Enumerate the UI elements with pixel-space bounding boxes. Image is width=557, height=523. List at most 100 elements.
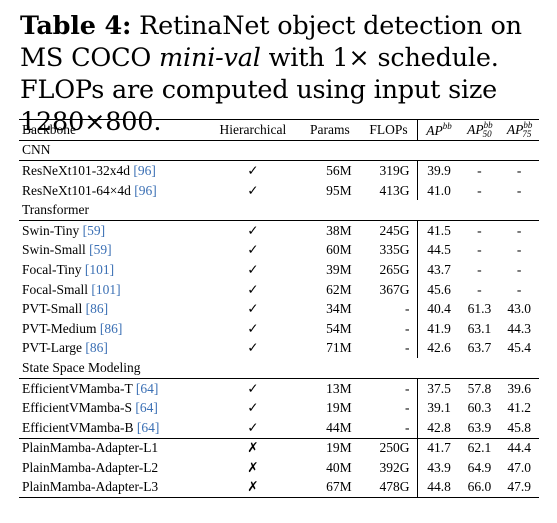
citation-link[interactable]: [86] — [85, 340, 108, 356]
table-row: EfficientVMamba-B [64] ✓ 44M -42.8 63.9 45.8 — [19, 417, 539, 438]
cell-ap50: - — [477, 222, 482, 238]
cell-params: 39M — [326, 261, 352, 277]
cell-hierarchical: ✓ — [247, 182, 259, 198]
caption-text-b: with 1× schedule. FLOPs are computed usi… — [20, 43, 499, 137]
cell-backbone: PlainMamba-Adapter-L2 — [19, 458, 206, 478]
citation-link[interactable]: [96] — [133, 162, 156, 178]
cell-ap75: 41.2 — [507, 400, 531, 416]
cell-ap50: 60.3 — [467, 400, 492, 416]
table-row: EfficientVMamba-S [64] ✓ 19M -39.1 60.3 41.2 — [19, 398, 539, 418]
cell-hierarchical: ✗ — [247, 459, 259, 475]
cell-ap50: 62.1 — [459, 437, 500, 459]
cell-flops: - — [404, 419, 410, 435]
cell-backbone: Swin-Tiny [59] — [19, 220, 206, 240]
backbone-name: PVT-Small — [22, 301, 86, 317]
table-row: PlainMamba-Adapter-L1 ✗ 19M 250G 41.7 62.1 44.… — [19, 437, 539, 459]
cell-ap: 41.7 — [417, 437, 460, 459]
cell-ap: 39.1 — [417, 398, 460, 418]
cell-ap50: - — [477, 261, 482, 277]
cell-ap: 41.5 — [417, 220, 460, 241]
cell-ap75: 44.4 — [499, 437, 539, 459]
cell-ap: 42.8 — [417, 417, 460, 438]
cell-ap75: 47.9 — [499, 477, 539, 499]
cell-backbone: EfficientVMamba-S [64] — [19, 398, 206, 418]
cell-ap: 44.5 — [417, 240, 460, 261]
table-row: PVT-Medium [86] ✓ 54M -41.9 63.1 44.3 — [19, 318, 539, 339]
backbone-name: Swin-Tiny — [22, 222, 83, 238]
cell-flops: - — [404, 320, 410, 336]
backbone-name: PlainMamba-Adapter-L2 — [22, 459, 159, 475]
cell-ap50: 64.9 — [467, 459, 492, 475]
cell-flops: 478G — [359, 477, 418, 499]
citation-link[interactable]: [96] — [134, 182, 157, 198]
cell-flops: 265G — [379, 261, 410, 277]
caption-label: Table 4: — [20, 11, 132, 41]
citation-link[interactable]: [59] — [89, 242, 112, 258]
cell-params: 34M — [326, 301, 352, 317]
group-row: Transformer — [19, 200, 539, 221]
backbone-name: PVT-Medium — [22, 320, 100, 336]
cell-params: 56M — [326, 162, 352, 178]
cell-backbone: PlainMamba-Adapter-L3 — [19, 477, 206, 499]
table-row: PVT-Small [86] ✓ 34M -40.4 61.3 43.0 — [19, 299, 539, 319]
cell-hierarchical: ✗ — [205, 437, 301, 459]
cell-hierarchical: ✓ — [247, 301, 259, 317]
cell-ap75: 45.8 — [507, 419, 531, 435]
header-row: Backbone Hierarchical Params FLOPs APbb … — [19, 119, 539, 141]
citation-link[interactable]: [86] — [99, 320, 123, 336]
cell-hierarchical: ✓ — [247, 340, 259, 356]
backbone-name: Swin-Small — [22, 242, 90, 258]
citation-link[interactable]: [64] — [136, 419, 160, 435]
cell-ap: 41.0 — [417, 180, 460, 201]
cell-ap: 40.4 — [417, 299, 460, 319]
citation-link[interactable]: [101] — [91, 281, 121, 297]
table-body: CNN ResNeXt101-32x4d [96] ✓ 56M 319G 39.9- - Re… — [19, 140, 539, 499]
header-ap75: APbb75 — [506, 120, 533, 140]
results-table: Backbone Hierarchical Params FLOPs APbb … — [19, 119, 539, 499]
cell-flops: 250G — [359, 437, 418, 459]
citation-link[interactable]: [64] — [135, 380, 159, 396]
citation-link[interactable]: [101] — [84, 261, 115, 277]
cell-hierarchical: ✓ — [247, 400, 259, 416]
cell-backbone: Focal-Tiny [101] — [19, 260, 206, 280]
cell-flops: 392G — [379, 459, 410, 475]
table-row: ResNeXt101-32x4d [96] ✓ 56M 319G 39.9 - - — [19, 160, 539, 181]
cell-ap75: 43.0 — [507, 301, 531, 317]
header-backbone: Backbone — [22, 121, 76, 137]
citation-link[interactable]: [59] — [82, 222, 106, 238]
header-ap: APbb — [417, 119, 460, 141]
cell-params: 60M — [326, 242, 352, 258]
backbone-name: PlainMamba-Adapter-L1 — [22, 440, 159, 456]
table-caption: Table 4: RetinaNet object detection on M… — [20, 10, 545, 138]
citation-link[interactable]: [64] — [135, 400, 158, 416]
backbone-name: ResNeXt101-32x4d — [22, 162, 134, 178]
citation-link[interactable]: [86] — [85, 301, 109, 317]
cell-flops: - — [404, 380, 410, 396]
table-row: PlainMamba-Adapter-L3 ✗ 67M 478G 44.8 66.0 47.… — [19, 477, 539, 499]
cell-backbone: ResNeXt101-64×4d [96] — [19, 181, 206, 201]
cell-hierarchical: ✓ — [247, 222, 259, 238]
cell-params: 54M — [326, 320, 352, 336]
cell-flops: 413G — [379, 182, 410, 198]
cell-ap50: 57.8 — [467, 380, 492, 396]
backbone-name: EfficientVMamba-S — [22, 400, 136, 416]
cell-ap: 41.9 — [417, 318, 460, 339]
cell-backbone: PVT-Large [86] — [19, 339, 206, 359]
group-label: Transformer — [19, 200, 539, 221]
cell-ap: 42.6 — [417, 338, 460, 359]
cell-flops: - — [404, 301, 410, 317]
caption-text-italic: mini-val — [159, 43, 261, 73]
cell-ap: 37.5 — [417, 378, 460, 399]
cell-hierarchical: ✓ — [247, 162, 259, 178]
cell-backbone: Swin-Small [59] — [19, 241, 206, 261]
table-row: Focal-Small [101] ✓ 62M 367G 45.6 - - — [19, 279, 539, 300]
table-row: Focal-Tiny [101] ✓ 39M 265G 43.7 - - — [19, 260, 539, 280]
cell-flops: - — [404, 340, 410, 356]
cell-flops: 319G — [379, 162, 410, 178]
cell-hierarchical: ✓ — [247, 261, 259, 277]
cell-ap50: 66.0 — [459, 477, 500, 499]
cell-params: 19M — [300, 437, 360, 459]
backbone-name: PVT-Large — [22, 340, 86, 356]
cell-params: 38M — [326, 222, 352, 238]
group-label: CNN — [19, 140, 539, 162]
